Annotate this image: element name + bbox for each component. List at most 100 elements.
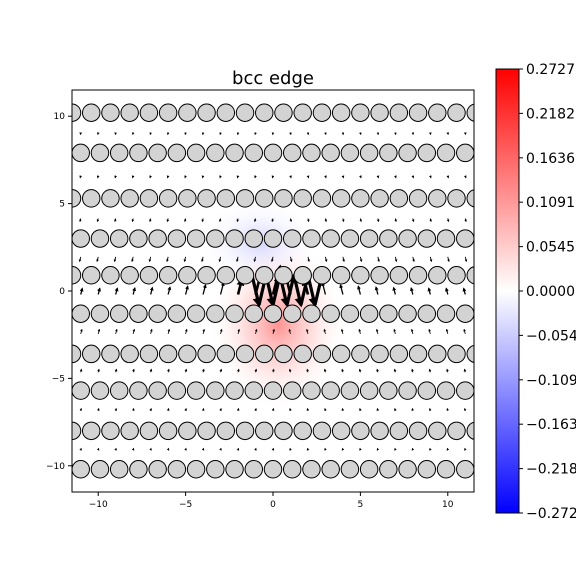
atom — [167, 460, 187, 479]
displacement-arrow — [306, 328, 309, 334]
atom — [109, 381, 129, 400]
atom — [90, 381, 110, 400]
colorbar-ticks: 0.2727 0.2182 0.1636 0.1091 0.0545 0.0000 −0.0… — [519, 62, 576, 522]
atom — [263, 304, 283, 323]
atom — [206, 304, 225, 323]
atom — [456, 460, 474, 479]
atom — [186, 143, 206, 163]
y-tick-label: 5 — [59, 200, 65, 210]
displacement-arrow — [79, 287, 84, 295]
atom — [274, 344, 293, 364]
displacement-arrow — [463, 175, 467, 179]
atom — [398, 460, 417, 479]
displacement-arrow — [463, 407, 467, 411]
atom — [158, 189, 178, 208]
atom — [331, 103, 351, 122]
atom — [436, 460, 456, 479]
atom — [370, 421, 389, 441]
displacement-arrow — [288, 368, 292, 373]
atom — [282, 143, 302, 163]
atom — [109, 304, 129, 323]
displacement-arrow — [114, 368, 118, 373]
atom — [206, 381, 225, 400]
displacement-arrow — [272, 328, 275, 334]
atom — [109, 143, 129, 163]
atom — [293, 103, 312, 122]
atom — [197, 344, 216, 364]
atom — [235, 421, 255, 441]
atom — [235, 189, 255, 208]
displacement-arrow — [253, 218, 257, 223]
atom — [81, 421, 101, 441]
atom — [436, 229, 456, 248]
atom — [282, 460, 302, 479]
displacement-arrow — [96, 175, 100, 179]
displacement-arrow — [166, 407, 170, 411]
displacement-arrow — [254, 368, 258, 373]
atom — [359, 143, 379, 163]
colorbar-tick-label: −0.218 — [526, 462, 576, 478]
atom — [101, 344, 120, 364]
x-tick-label: −10 — [89, 500, 108, 510]
atom — [379, 381, 398, 400]
displacement-arrow — [376, 407, 380, 411]
displacement-arrow — [202, 283, 207, 295]
displacement-arrow — [324, 175, 327, 179]
colorbar-tick-label: 0.1091 — [526, 195, 575, 211]
atom — [312, 103, 332, 122]
displacement-arrow — [78, 256, 82, 263]
atom — [197, 266, 216, 285]
atom — [81, 103, 101, 122]
atom — [274, 103, 293, 122]
plot-area: −10 −5 0 5 10 −10 −5 0 5 10 — [46, 89, 475, 510]
displacement-arrow — [358, 328, 362, 334]
y-tick-label: −10 — [46, 462, 65, 472]
displacement-arrow — [236, 256, 239, 263]
atom — [312, 189, 332, 208]
displacement-arrow — [184, 368, 188, 373]
atom — [120, 103, 139, 122]
displacement-arrow — [237, 328, 240, 334]
atom — [109, 229, 129, 248]
displacement-arrow — [306, 368, 309, 373]
atom — [331, 421, 351, 441]
displacement-arrow — [393, 407, 397, 411]
atom — [389, 189, 409, 208]
atom — [417, 229, 437, 248]
atom — [158, 421, 178, 441]
atom — [101, 189, 120, 208]
displacement-arrow — [218, 218, 222, 223]
atom — [282, 229, 302, 248]
displacement-arrow — [183, 256, 187, 263]
atom — [293, 266, 312, 285]
displacement-arrow — [113, 256, 117, 263]
atom — [216, 103, 236, 122]
atom — [351, 266, 370, 285]
atom — [120, 189, 139, 208]
displacement-arrow — [323, 368, 327, 373]
atom — [398, 143, 417, 163]
atom — [178, 103, 197, 122]
atom — [351, 421, 370, 441]
atom — [90, 143, 110, 163]
atom — [389, 103, 409, 122]
displacement-arrow — [394, 256, 398, 263]
atom — [340, 143, 360, 163]
atom — [428, 344, 447, 364]
atom — [244, 460, 264, 479]
displacement-arrow — [114, 407, 118, 411]
displacement-arrow — [289, 407, 292, 411]
atom — [274, 421, 293, 441]
displacement-arrow — [321, 281, 327, 295]
atom — [216, 344, 236, 364]
displacement-arrow — [446, 218, 450, 223]
atom — [263, 381, 283, 400]
atom — [379, 143, 398, 163]
displacement-arrow — [410, 328, 414, 334]
displacement-arrow — [464, 256, 468, 263]
atom — [225, 381, 244, 400]
y-tick-label: 10 — [54, 112, 66, 122]
atom — [331, 266, 351, 285]
atom — [109, 460, 129, 479]
displacement-arrow — [202, 328, 206, 334]
